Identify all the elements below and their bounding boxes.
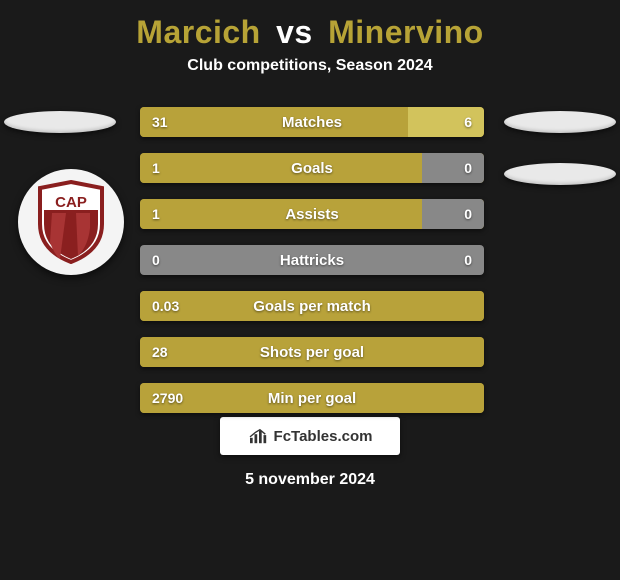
bar-fill-left	[140, 383, 484, 413]
page-title: Marcich vs Minervino	[136, 14, 483, 51]
bar-fill-left	[140, 291, 484, 321]
date-text: 5 november 2024	[0, 471, 620, 489]
player1-name: Marcich	[136, 14, 260, 50]
bar-fill-left	[140, 199, 422, 229]
player1-slot-icon	[4, 111, 116, 133]
stats-bars: 316Matches 10Goals 10Assists 0 0Hattricks 0.0…	[140, 107, 484, 429]
stat-right-value: 0	[464, 245, 472, 275]
chart-icon	[248, 427, 270, 445]
stat-row: 0 0Hattricks	[140, 245, 484, 275]
brand-text: FcTables.com	[274, 428, 373, 445]
bar-fill-right	[422, 199, 484, 229]
club-badge: CAP	[18, 169, 124, 275]
stat-row: 316Matches	[140, 107, 484, 137]
player2-slot-icon	[504, 111, 616, 133]
stat-row: 0.03Goals per match	[140, 291, 484, 321]
bar-fill-left	[140, 153, 422, 183]
stat-left-value: 0	[152, 245, 160, 275]
bar-fill-left	[140, 107, 408, 137]
bar-fill-left	[140, 337, 484, 367]
content-area: CAP 316Matches 10Goals 10Assists 0 0Hattrick…	[0, 97, 620, 580]
subtitle: Club competitions, Season 2024	[187, 57, 432, 75]
vs-text: vs	[276, 14, 313, 50]
svg-text:CAP: CAP	[55, 194, 87, 211]
stat-row: 10Assists	[140, 199, 484, 229]
player2-name: Minervino	[328, 14, 484, 50]
stat-row: 10Goals	[140, 153, 484, 183]
player2-club-slot-icon	[504, 163, 616, 185]
bar-fill-right	[422, 153, 484, 183]
bar-fill-right	[408, 107, 484, 137]
stat-row: 2790Min per goal	[140, 383, 484, 413]
shield-icon: CAP	[36, 180, 106, 264]
stat-label: Hattricks	[140, 245, 484, 275]
stat-row: 28Shots per goal	[140, 337, 484, 367]
